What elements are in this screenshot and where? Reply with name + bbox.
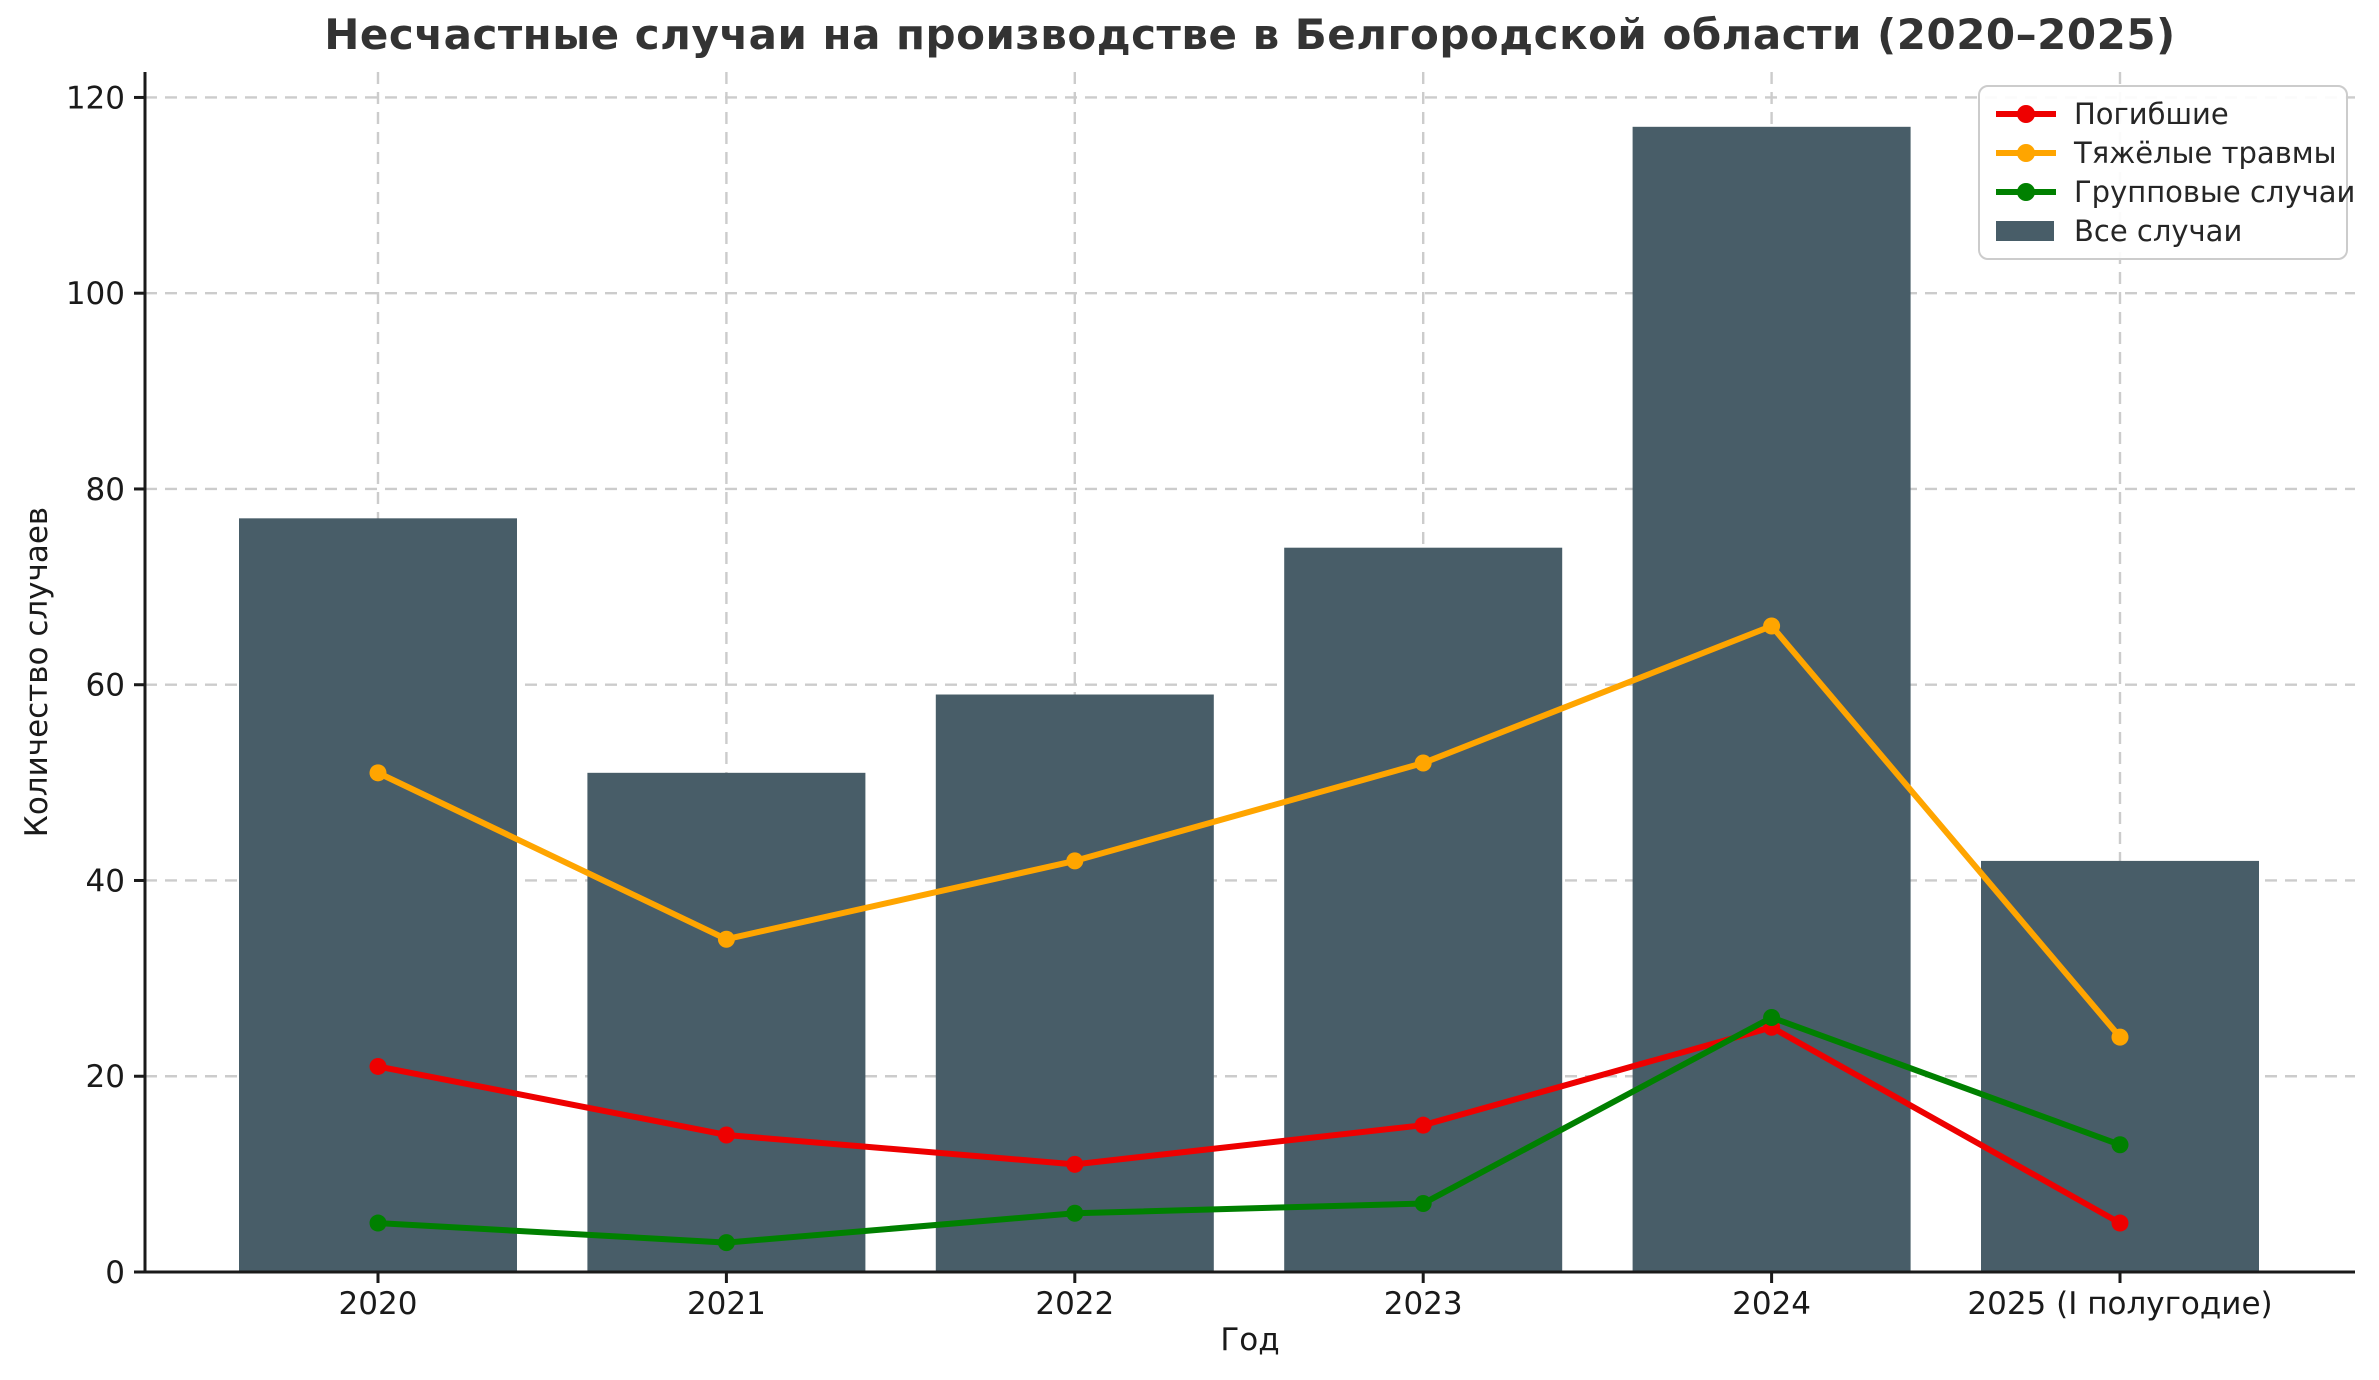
line-series: [375, 1014, 2123, 1246]
data-point-marker: [1066, 1204, 1084, 1222]
data-point-marker: [2111, 1028, 2129, 1046]
line-series: [375, 622, 2123, 1041]
x-tick-label: 2020: [339, 1286, 418, 1322]
x-tick-label: 2021: [687, 1286, 766, 1322]
legend-line-swatch: [1996, 105, 2056, 124]
legend-item: Погибшие: [1994, 96, 2336, 132]
bar: [239, 518, 517, 1272]
y-axis-label: Количество случаев: [19, 506, 55, 838]
data-point-marker: [717, 930, 735, 948]
y-tick-label: 80: [86, 472, 125, 508]
legend-bar-swatch: [1996, 220, 2054, 241]
data-point-marker: [1414, 1194, 1432, 1212]
y-tick-label: 60: [86, 668, 125, 704]
data-point-marker: [717, 1234, 735, 1252]
data-point-marker: [1066, 852, 1084, 870]
data-point-marker: [2111, 1214, 2129, 1232]
bar: [587, 772, 866, 1272]
data-point-marker: [369, 1057, 387, 1075]
y-tick-label: 20: [86, 1059, 125, 1095]
data-point-marker: [717, 1126, 735, 1144]
data-point-marker: [1763, 617, 1781, 635]
data-point-marker: [1763, 1009, 1781, 1027]
data-point-marker: [369, 764, 387, 782]
legend-item: Тяжёлые травмы: [1994, 135, 2337, 171]
x-tick-label: 2023: [1384, 1286, 1463, 1322]
legend-line-swatch: [1996, 182, 2056, 201]
legend-item-label: Погибшие: [2074, 97, 2229, 132]
line-series: [375, 1024, 2123, 1227]
data-point-marker: [1414, 1116, 1432, 1134]
legend: Погибшие Тяжёлые травмы Групповые случаи Вс…: [1978, 85, 2355, 260]
x-axis-label: Год: [1220, 1322, 1280, 1358]
legend-item-label: Тяжёлые травмы: [2074, 136, 2337, 171]
data-point-marker: [369, 1214, 387, 1232]
x-tick-label: 2024: [1732, 1286, 1811, 1322]
bar: [1284, 547, 1563, 1272]
legend-item: Все случаи: [1994, 213, 2336, 249]
bar: [1632, 126, 1911, 1273]
y-tick-label: 40: [86, 863, 125, 899]
x-tick-label: 2022: [1035, 1286, 1114, 1322]
bar: [935, 694, 1214, 1272]
legend-item: Групповые случаи: [1994, 174, 2355, 210]
y-tick-label: 100: [66, 276, 125, 312]
legend-item-label: Групповые случаи: [2074, 174, 2356, 209]
data-point-marker: [1066, 1155, 1084, 1173]
y-tick-label: 120: [66, 80, 125, 116]
chart-title: Несчастные случаи на производстве в Белг…: [324, 10, 2176, 59]
legend-item-label: Все случаи: [2074, 213, 2243, 248]
legend-line-swatch: [1996, 144, 2056, 163]
data-point-marker: [2111, 1136, 2129, 1154]
x-tick-label: 2025 (I полугодие): [1967, 1286, 2272, 1322]
data-point-marker: [1414, 754, 1432, 772]
y-tick-label: 0: [105, 1255, 125, 1291]
